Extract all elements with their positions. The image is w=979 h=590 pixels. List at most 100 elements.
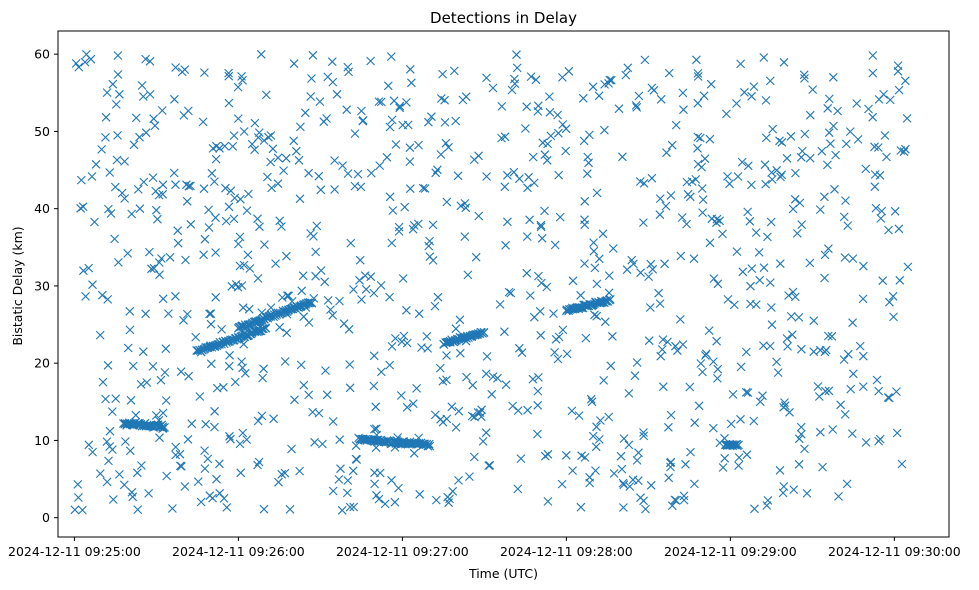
detection-marker	[107, 407, 117, 416]
detection-marker	[760, 160, 770, 170]
detection-marker	[586, 394, 596, 404]
detection-marker	[828, 72, 838, 82]
detection-marker	[343, 169, 353, 178]
detection-marker	[534, 271, 543, 281]
detection-marker	[465, 472, 474, 481]
detection-marker	[110, 234, 119, 244]
detection-marker	[585, 130, 594, 140]
detection-marker	[761, 133, 771, 143]
detection-marker	[203, 454, 213, 464]
detection-marker	[510, 79, 520, 89]
detection-marker	[103, 295, 113, 304]
detection-marker	[568, 466, 577, 475]
detection-marker	[758, 391, 767, 401]
detection-marker	[454, 476, 463, 485]
detection-marker	[623, 63, 633, 73]
detection-marker	[238, 75, 247, 85]
detection-marker	[776, 172, 785, 182]
detection-marker	[805, 110, 815, 120]
detection-marker	[291, 146, 301, 156]
detection-marker	[815, 427, 825, 437]
detection-marker	[813, 382, 823, 391]
detection-marker	[127, 209, 137, 219]
detection-marker	[561, 124, 571, 134]
detection-marker	[882, 152, 891, 162]
detection-marker	[582, 169, 592, 179]
detection-marker	[187, 419, 197, 429]
detection-marker	[97, 145, 106, 154]
y-tick-label: 0	[42, 510, 50, 525]
detection-marker	[405, 157, 415, 166]
detection-marker	[622, 265, 632, 275]
detection-marker	[876, 214, 886, 223]
detection-marker	[224, 68, 233, 78]
detection-marker	[690, 479, 699, 489]
detection-marker	[790, 194, 800, 204]
detection-marker	[233, 239, 243, 249]
detection-marker	[868, 112, 878, 122]
detection-marker	[481, 428, 491, 438]
detection-marker	[445, 494, 454, 504]
detection-marker	[537, 233, 547, 243]
detection-marker	[655, 210, 665, 220]
detection-marker	[576, 290, 585, 300]
detection-marker	[180, 65, 190, 74]
detection-marker	[894, 85, 904, 95]
detection-marker	[870, 182, 880, 192]
detection-marker	[405, 64, 415, 74]
detection-marker	[820, 273, 829, 283]
detection-marker	[339, 319, 349, 329]
detection-marker	[376, 281, 386, 290]
detection-marker	[616, 451, 626, 461]
detection-marker	[658, 382, 668, 392]
detection-marker	[387, 475, 396, 485]
detection-marker	[391, 334, 400, 343]
detection-marker	[296, 122, 305, 132]
detection-marker	[557, 479, 567, 489]
detection-marker	[182, 196, 192, 206]
detection-marker	[693, 98, 703, 108]
detection-marker	[111, 100, 121, 109]
detection-marker	[507, 85, 517, 95]
y-tick-label: 50	[34, 124, 50, 139]
plot-layer	[70, 49, 913, 515]
detection-marker	[184, 181, 194, 191]
detection-marker	[839, 355, 849, 364]
detection-marker	[718, 463, 728, 472]
detection-marker	[289, 59, 299, 69]
detection-marker	[834, 492, 843, 501]
detection-marker	[733, 172, 743, 181]
detection-marker	[592, 188, 602, 198]
detection-marker	[387, 238, 397, 248]
detection-marker	[369, 351, 379, 361]
detection-marker	[171, 442, 181, 452]
detection-marker	[385, 192, 395, 202]
detection-marker	[250, 145, 259, 155]
detection-marker	[372, 435, 382, 445]
detection-marker	[836, 400, 845, 410]
detection-marker	[181, 255, 190, 265]
detection-marker	[380, 499, 390, 509]
detection-marker	[71, 59, 81, 68]
detection-marker	[87, 172, 97, 181]
detection-marker	[396, 391, 406, 400]
detection-marker	[230, 377, 240, 387]
x-tick-label: 2024-12-11 09:28:00	[500, 544, 633, 559]
detection-marker	[158, 294, 168, 304]
detection-marker	[823, 103, 833, 113]
detection-marker	[106, 209, 116, 218]
detection-marker	[101, 133, 110, 142]
detection-marker	[815, 205, 825, 214]
detection-marker	[423, 441, 433, 451]
detection-marker	[553, 110, 562, 120]
detection-marker	[228, 142, 238, 151]
detection-marker	[456, 201, 466, 211]
detection-marker	[235, 439, 245, 449]
detection-marker	[300, 108, 310, 118]
detection-marker	[872, 375, 882, 385]
detection-marker	[676, 251, 686, 261]
detection-marker	[402, 338, 412, 348]
detection-marker	[805, 258, 815, 268]
detection-marker	[81, 292, 90, 301]
chart-title: Detections in Delay	[430, 9, 577, 27]
